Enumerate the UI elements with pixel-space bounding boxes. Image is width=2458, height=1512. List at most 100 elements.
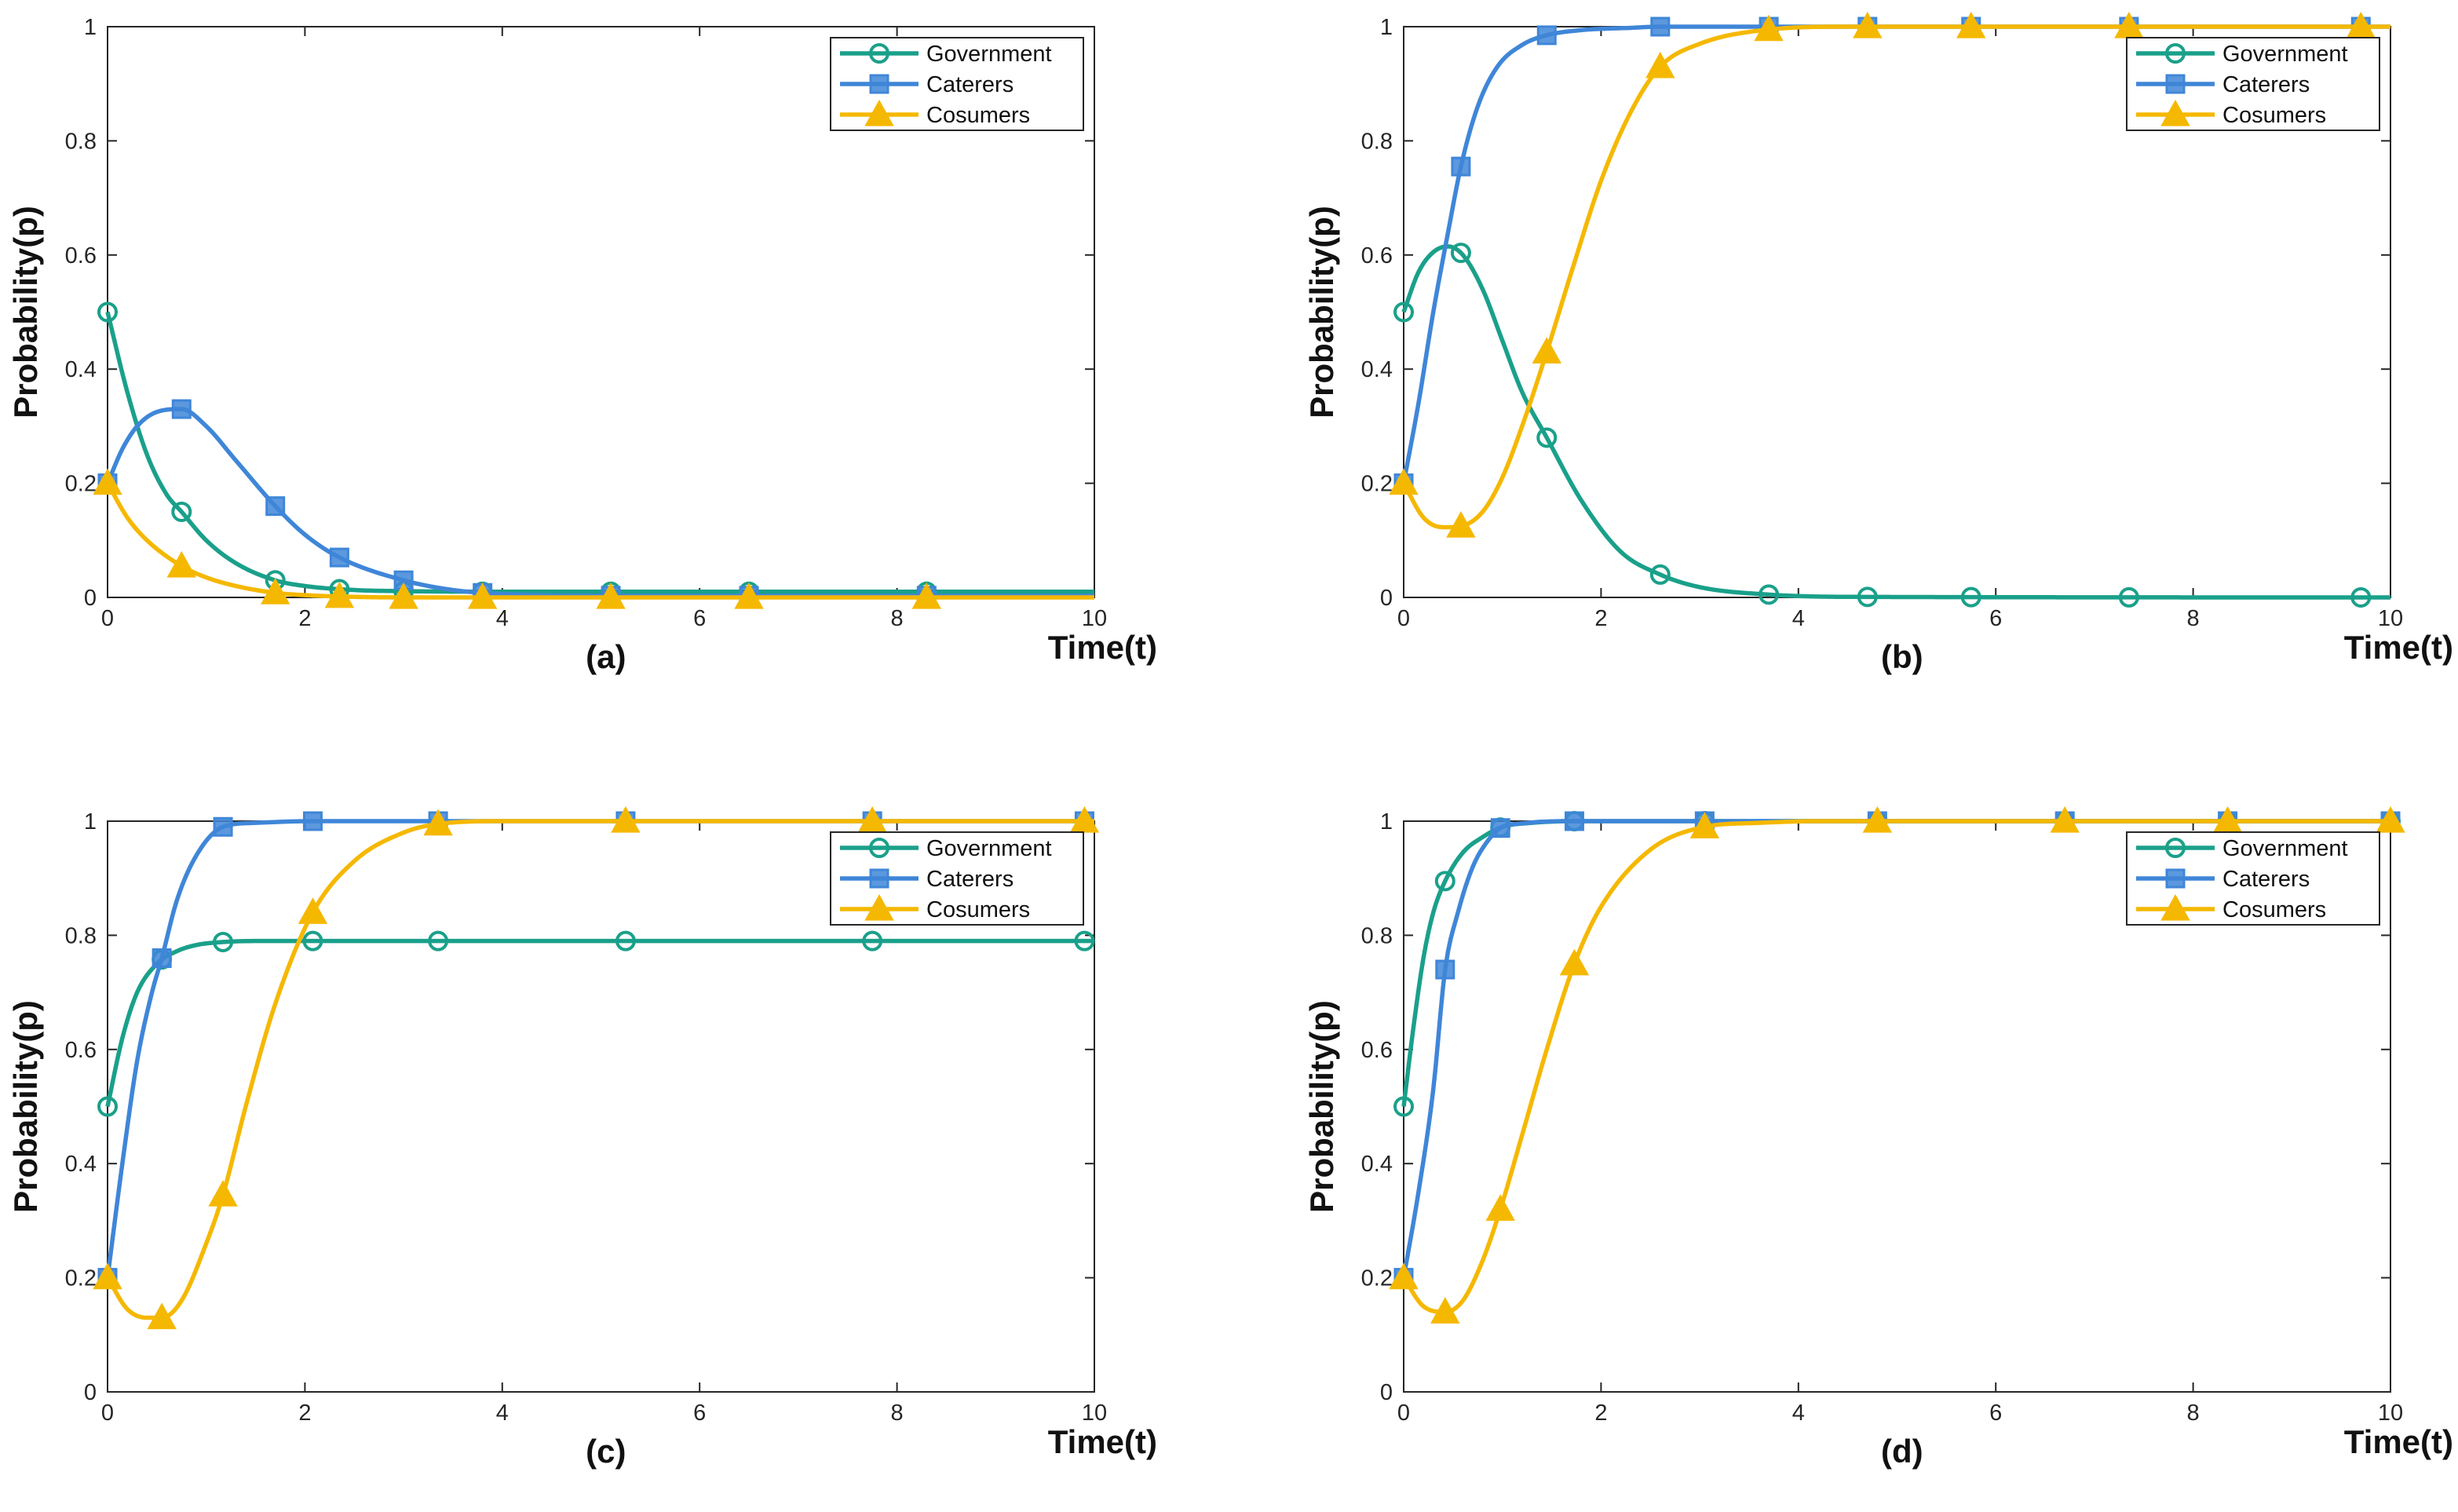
panel-b: 0 2 4 6 8 10 0 0.2 0.4 0.6 0.8 1 Time(t) Probability(…	[1303, 11, 2453, 675]
marker-cosumers	[1862, 805, 1893, 833]
marker-government	[97, 301, 118, 323]
series-government	[97, 930, 1095, 1117]
y-tick-label: 1	[1380, 809, 1393, 835]
legend-marker-cosumers	[2160, 99, 2190, 126]
legend-marker-caterers	[2165, 74, 2186, 94]
series-line-government	[105, 938, 1094, 1108]
marker-cosumers	[389, 582, 418, 609]
legend-marker-government	[2165, 838, 2186, 858]
marker-cosumers	[734, 582, 764, 609]
x-tick-label: 6	[693, 1401, 706, 1426]
marker-caterers	[1435, 959, 1455, 980]
x-tick-label: 2	[298, 606, 311, 631]
panel-a: 0 2 4 6 8 10 0 0.2 0.4 0.6 0.8 1 Time(t) Probability(…	[7, 15, 1157, 675]
x-tick-label: 6	[1989, 606, 2002, 631]
x-tick-label: 10	[2378, 1401, 2403, 1426]
series-cosumers	[93, 468, 1094, 609]
y-tick-label: 0.8	[1361, 923, 1393, 948]
marker-government	[862, 930, 883, 951]
panel-label: (a)	[586, 638, 626, 675]
y-tick-label: 0.4	[65, 1152, 97, 1177]
marker-cosumers	[208, 1180, 238, 1207]
y-tick-label: 0.4	[1361, 1152, 1393, 1177]
x-tick-label: 0	[101, 1401, 114, 1426]
y-tick-label: 1	[84, 15, 97, 40]
x-tick-label: 0	[1397, 1401, 1410, 1426]
x-tick-label: 4	[496, 606, 509, 631]
marker-government	[1759, 584, 1780, 605]
y-tick-label: 0.8	[65, 129, 97, 154]
marker-cosumers	[1069, 805, 1100, 833]
x-tick-label: 10	[1082, 1401, 1107, 1426]
legend-label-government: Government	[926, 836, 1052, 861]
legend-label-caterers: Caterers	[926, 72, 1014, 97]
marker-caterers	[302, 811, 323, 831]
marker-caterers	[152, 948, 172, 968]
marker-cosumers	[2376, 805, 2405, 833]
legend-label-cosumers: Cosumers	[926, 103, 1030, 128]
marker-government	[1857, 586, 1878, 608]
x-axis-label: Time(t)	[2344, 1423, 2453, 1460]
marker-government	[1960, 586, 1981, 608]
legend-marker-government	[869, 43, 889, 64]
marker-caterers	[1490, 818, 1510, 838]
y-tick-label: 0.8	[1361, 129, 1393, 154]
panel-label: (b)	[1881, 638, 1923, 675]
marker-cosumers	[1485, 1194, 1515, 1221]
marker-government	[171, 501, 192, 522]
legend-marker-cosumers	[864, 99, 894, 126]
x-tick-label: 4	[1792, 606, 1805, 631]
marker-government	[302, 930, 323, 951]
y-axis-label: Probability(p)	[7, 1000, 44, 1213]
x-tick-label: 0	[101, 606, 114, 631]
marker-government	[213, 931, 234, 952]
legend-marker-government	[869, 838, 889, 858]
legend-marker-government	[2165, 43, 2186, 64]
y-tick-label: 0.8	[65, 923, 97, 948]
legend-label-cosumers: Cosumers	[926, 897, 1030, 922]
marker-cosumers	[423, 809, 453, 836]
legend: Government Caterers Cosumers	[830, 37, 1084, 131]
series-government	[1393, 243, 2390, 608]
legend-label-caterers: Caterers	[926, 867, 1014, 892]
marker-cosumers	[611, 805, 641, 833]
series-cosumers	[93, 805, 1100, 1330]
x-tick-label: 10	[1082, 606, 1107, 631]
x-tick-label: 2	[1594, 1401, 1607, 1426]
legend-marker-caterers	[2165, 868, 2186, 889]
marker-cosumers	[324, 581, 355, 608]
marker-cosumers	[93, 1262, 122, 1290]
series-cosumers	[1389, 805, 2405, 1324]
marker-cosumers	[467, 582, 498, 609]
y-tick-label: 0.2	[65, 472, 97, 497]
legend-label-government: Government	[926, 42, 1052, 67]
y-axis-label: Probability(p)	[1303, 1000, 1340, 1213]
y-tick-label: 0	[84, 1380, 97, 1405]
marker-caterers	[171, 399, 192, 419]
legend-label-caterers: Caterers	[2222, 867, 2310, 892]
y-tick-label: 0.4	[1361, 357, 1393, 382]
x-tick-label: 10	[2378, 606, 2403, 631]
marker-caterers	[1536, 25, 1557, 46]
marker-government	[615, 930, 636, 951]
marker-cosumers	[93, 468, 122, 495]
marker-government	[1074, 930, 1095, 951]
marker-government	[2118, 586, 2139, 608]
marker-cosumers	[298, 897, 328, 924]
series-cosumers	[1389, 11, 2390, 538]
marker-government	[1536, 427, 1558, 448]
y-tick-label: 0.2	[1361, 472, 1393, 497]
legend: Government Caterers Cosumers	[2126, 37, 2380, 131]
marker-government	[97, 1096, 118, 1117]
y-tick-label: 0.2	[65, 1266, 97, 1291]
x-tick-label: 2	[1594, 606, 1607, 631]
legend: Government Caterers Cosumers	[2126, 831, 2380, 926]
y-tick-label: 0.4	[65, 357, 97, 382]
panel-c: 0 2 4 6 8 10 0 0.2 0.4 0.6 0.8 1 Time(t) Probability(…	[7, 805, 1157, 1470]
marker-cosumers	[1754, 14, 1784, 42]
x-tick-label: 8	[2187, 1401, 2200, 1426]
legend-label-caterers: Caterers	[2222, 72, 2310, 97]
marker-cosumers	[1389, 1262, 1419, 1290]
legend-label-cosumers: Cosumers	[2222, 897, 2326, 922]
x-tick-label: 8	[2187, 606, 2200, 631]
